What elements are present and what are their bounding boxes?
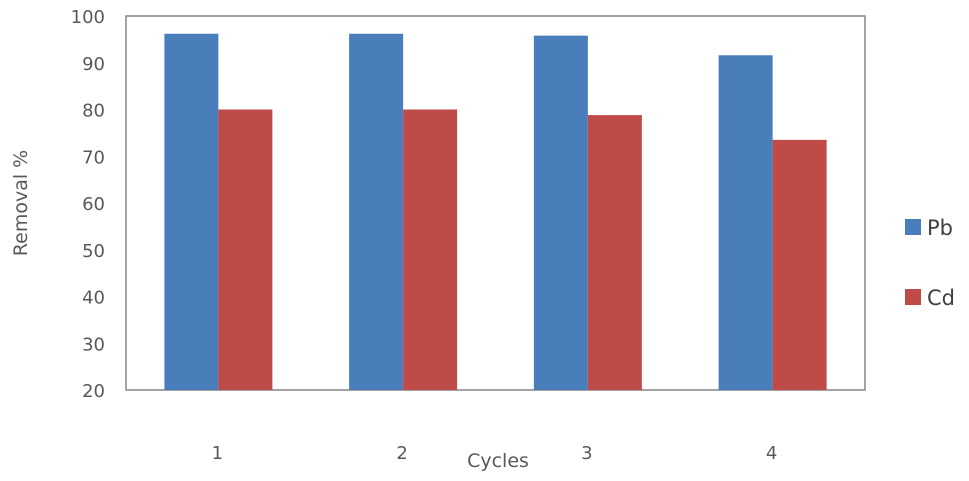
legend-label-pb: Pb: [927, 216, 953, 240]
x-tick-label: 2: [396, 443, 407, 464]
y-tick-label: 60: [82, 194, 105, 215]
y-tick-label: 90: [82, 54, 105, 75]
bar-cd-cycle-4: [772, 139, 827, 390]
y-tick-label: 70: [82, 147, 105, 168]
legend: Pb Cd: [905, 216, 955, 310]
legend-label-cd: Cd: [927, 286, 955, 310]
y-tick-label: 50: [82, 241, 105, 262]
bar-pb-cycle-1: [164, 33, 219, 390]
bar-pb-cycle-2: [349, 33, 404, 390]
y-axis-ticks: 20 30 40 50 60 70 80 90 100: [71, 7, 105, 402]
y-tick-label: 100: [71, 7, 105, 28]
bar-cd-cycle-2: [403, 109, 458, 390]
y-tick-label: 20: [82, 381, 105, 402]
y-tick-label: 80: [82, 101, 105, 122]
x-axis-ticks: 1 2 3 4: [212, 443, 778, 464]
legend-swatch-pb: [905, 219, 921, 235]
y-tick-label: 40: [82, 288, 105, 309]
y-tick-label: 30: [82, 334, 105, 355]
x-axis-title: Cycles: [467, 450, 529, 472]
x-tick-label: 3: [581, 443, 592, 464]
legend-swatch-cd: [905, 289, 921, 305]
x-tick-label: 4: [766, 443, 777, 464]
bar-cd-cycle-1: [218, 109, 273, 390]
y-axis-title: Removal %: [10, 150, 32, 256]
bar-cd-cycle-3: [587, 115, 642, 391]
bars-group: [164, 33, 827, 391]
x-tick-label: 1: [212, 443, 223, 464]
bar-pb-cycle-4: [718, 55, 773, 391]
bar-pb-cycle-3: [533, 35, 588, 390]
